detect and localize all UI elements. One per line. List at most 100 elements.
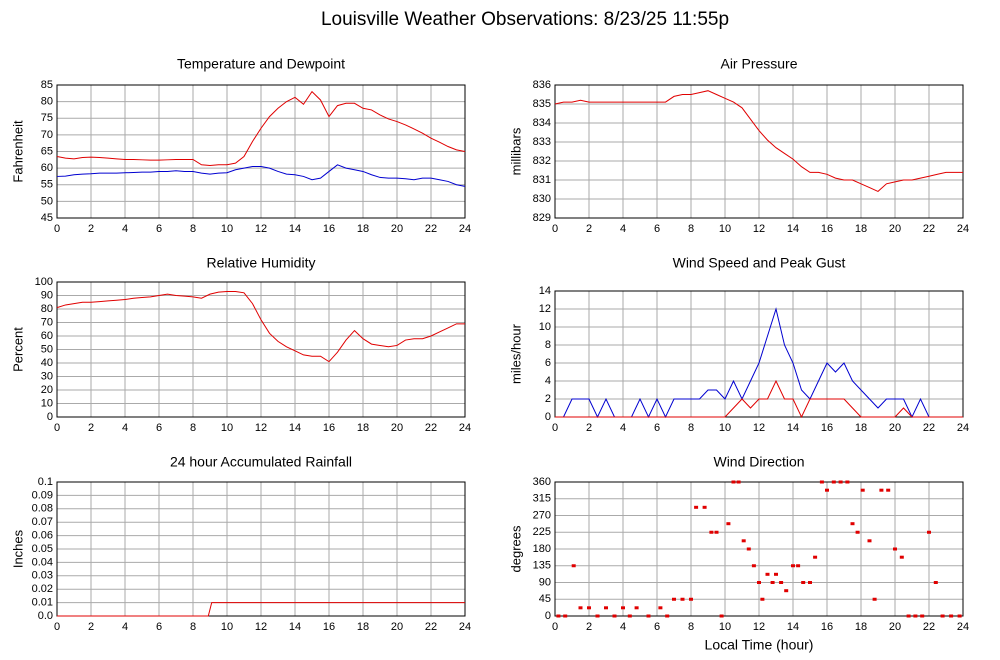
x-tick-label: 24: [459, 223, 471, 235]
x-tick-label: 20: [889, 223, 901, 235]
x-tick-label: 14: [787, 621, 799, 633]
y-tick-label: 836: [533, 79, 551, 91]
data-point: [855, 530, 860, 534]
x-tick-label: 18: [855, 621, 867, 633]
data-point: [726, 522, 731, 526]
data-point: [672, 597, 676, 601]
x-tick-label: 12: [753, 223, 765, 235]
x-tick-label: 16: [821, 223, 833, 235]
y-tick-label: 0.0: [38, 610, 53, 622]
x-tick-label: 22: [923, 223, 935, 235]
data-point: [850, 522, 855, 526]
y-tick-label: 0.09: [32, 489, 53, 501]
x-tick-label: 16: [323, 223, 335, 235]
y-tick-label: 830: [533, 193, 551, 205]
data-point: [736, 480, 741, 484]
y-axis-label: Percent: [10, 327, 25, 372]
data-point: [680, 597, 685, 601]
x-tick-label: 6: [156, 621, 162, 633]
x-tick-label: 2: [586, 621, 592, 633]
x-tick-label: 16: [323, 621, 335, 633]
y-axis-label: millibars: [508, 127, 523, 175]
y-tick-label: 835: [533, 98, 551, 110]
data-point: [770, 581, 775, 584]
y-tick-label: 50: [41, 343, 53, 355]
x-tick-label: 4: [620, 223, 626, 235]
x-tick-label: 24: [957, 621, 969, 633]
data-point: [784, 589, 789, 593]
x-tick-label: 22: [425, 621, 437, 633]
x-tick-label: 2: [88, 621, 94, 633]
y-tick-label: 8: [545, 339, 551, 351]
y-tick-label: 833: [533, 136, 551, 148]
x-tick-label: 16: [323, 422, 335, 434]
x-tick-label: 20: [889, 621, 901, 633]
data-point: [796, 564, 801, 568]
y-tick-label: 6: [545, 357, 551, 369]
y-axis-label: Fahrenheit: [10, 120, 25, 183]
x-tick-label: 20: [391, 223, 403, 235]
y-tick-label: 0.03: [32, 570, 53, 582]
x-tick-label: 16: [821, 422, 833, 434]
x-tick-label: 6: [654, 223, 660, 235]
chart-title: 24 hour Accumulated Rainfall: [170, 454, 352, 470]
y-tick-label: 45: [41, 212, 53, 224]
data-point: [612, 614, 617, 618]
data-point: [920, 614, 925, 618]
y-tick-label: 10: [539, 321, 551, 333]
x-tick-label: 22: [923, 422, 935, 434]
x-tick-label: 20: [391, 621, 403, 633]
y-tick-label: 315: [533, 493, 551, 505]
x-tick-label: 24: [459, 422, 471, 434]
x-tick-label: 4: [122, 223, 128, 235]
data-line: [555, 379, 963, 419]
data-point: [578, 606, 583, 610]
data-point: [702, 505, 707, 509]
y-tick-label: 50: [41, 195, 53, 207]
page-title: Louisville Weather Observations: 8/23/25…: [321, 9, 729, 30]
x-tick-label: 18: [855, 422, 867, 434]
y-tick-label: 30: [41, 370, 53, 382]
y-tick-label: 12: [539, 303, 551, 315]
data-point: [940, 614, 945, 618]
y-tick-label: 0: [545, 411, 551, 423]
x-tick-label: 8: [190, 422, 196, 434]
plot-frame: [56, 281, 466, 418]
x-axis-label: Local Time (hour): [705, 637, 814, 653]
y-tick-label: 135: [533, 560, 551, 572]
y-tick-label: 14: [539, 285, 551, 297]
x-tick-label: 14: [289, 223, 301, 235]
y-tick-label: 0.07: [32, 516, 53, 528]
chart-title: Temperature and Dewpoint: [177, 56, 345, 72]
data-point: [872, 597, 877, 601]
data-point: [604, 606, 608, 610]
chart-title: Wind Speed and Peak Gust: [673, 255, 846, 271]
x-tick-label: 14: [289, 422, 301, 434]
y-tick-label: 0.06: [32, 530, 53, 542]
x-tick-label: 4: [620, 422, 626, 434]
x-tick-label: 10: [221, 422, 233, 434]
plot-frame: [554, 84, 964, 219]
x-tick-label: 6: [156, 422, 162, 434]
x-tick-label: 0: [54, 621, 60, 633]
chart-title: Wind Direction: [713, 454, 804, 470]
data-point: [879, 488, 884, 492]
x-tick-label: 0: [552, 621, 558, 633]
x-tick-label: 10: [221, 621, 233, 633]
data-point: [760, 597, 765, 601]
x-tick-label: 22: [923, 621, 935, 633]
y-tick-label: 270: [533, 509, 551, 521]
y-tick-label: 90: [539, 576, 551, 588]
y-tick-label: 45: [539, 593, 551, 605]
data-point: [571, 564, 576, 568]
data-point: [665, 614, 670, 618]
x-tick-label: 2: [88, 223, 94, 235]
y-tick-label: 85: [41, 79, 53, 91]
x-tick-label: 18: [357, 422, 369, 434]
y-tick-label: 75: [41, 112, 53, 124]
y-axis-label: miles/hour: [508, 323, 523, 384]
x-tick-label: 2: [88, 422, 94, 434]
data-point: [791, 564, 795, 568]
data-point: [751, 564, 756, 568]
x-tick-label: 12: [255, 422, 267, 434]
